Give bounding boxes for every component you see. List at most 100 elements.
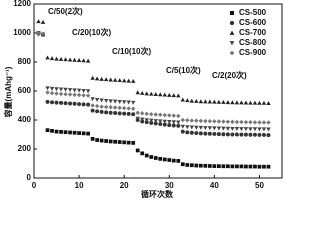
marker (212, 131, 217, 136)
marker (94, 103, 100, 109)
marker (99, 76, 104, 81)
marker (140, 111, 145, 116)
marker (149, 118, 154, 123)
x-tick-label: 20 (120, 181, 129, 190)
legend-marker (229, 10, 235, 16)
marker (45, 99, 50, 104)
x-axis-title: 循环次数 (140, 189, 174, 199)
marker (144, 153, 149, 158)
marker (63, 101, 68, 106)
marker (149, 155, 154, 159)
marker (266, 100, 271, 105)
marker (45, 128, 50, 133)
marker (153, 112, 158, 117)
marker (50, 129, 54, 133)
marker (194, 163, 199, 168)
marker (185, 130, 190, 135)
marker (36, 19, 41, 24)
marker (167, 123, 172, 128)
marker (203, 99, 208, 104)
marker (262, 164, 266, 169)
marker (194, 125, 199, 130)
marker (76, 92, 82, 98)
marker (54, 87, 59, 92)
y-tick-label: 400 (18, 115, 32, 124)
marker (243, 100, 249, 105)
marker (171, 93, 176, 98)
marker (158, 122, 163, 127)
marker (261, 127, 267, 132)
marker (221, 119, 226, 124)
marker (77, 131, 81, 135)
marker (203, 163, 208, 168)
marker (225, 126, 231, 131)
marker (212, 164, 217, 168)
marker (40, 19, 46, 24)
marker (117, 140, 122, 144)
marker (252, 132, 257, 137)
marker (121, 105, 127, 111)
annotation: C/5(10次) (166, 65, 201, 75)
marker (85, 58, 91, 63)
marker (49, 90, 55, 96)
legend-marker (229, 20, 235, 26)
marker (266, 120, 271, 125)
marker (189, 118, 195, 123)
y-tick-label: 600 (18, 86, 32, 95)
marker (81, 131, 86, 136)
marker (45, 55, 50, 60)
marker (90, 75, 95, 80)
marker (104, 110, 109, 115)
marker (153, 121, 158, 126)
marker (58, 87, 64, 92)
marker (248, 127, 253, 132)
marker (95, 138, 99, 142)
legend-label: CS-600 (239, 18, 267, 27)
marker (63, 91, 68, 97)
marker (239, 119, 244, 125)
marker (221, 132, 226, 137)
marker (234, 119, 240, 125)
marker (185, 163, 190, 167)
marker (40, 31, 46, 36)
marker (131, 78, 136, 83)
marker (257, 164, 262, 169)
annotation: C/20(10次) (72, 27, 111, 37)
marker (180, 129, 185, 134)
marker (266, 164, 271, 169)
marker (230, 126, 235, 131)
marker (103, 98, 109, 103)
marker (257, 127, 262, 132)
marker (77, 102, 82, 107)
marker (81, 102, 86, 107)
marker (225, 132, 230, 137)
marker (261, 120, 267, 125)
y-tick-label: 1000 (13, 28, 31, 37)
marker (207, 164, 212, 168)
legend-label: CS-800 (239, 38, 267, 47)
marker (117, 78, 122, 83)
marker (108, 105, 113, 110)
marker (112, 105, 118, 110)
marker (72, 57, 77, 62)
marker (198, 131, 203, 136)
marker (153, 156, 158, 160)
marker (90, 136, 95, 141)
marker (81, 58, 86, 63)
marker (194, 131, 199, 136)
marker (131, 106, 136, 111)
marker (167, 119, 172, 124)
marker (216, 126, 222, 131)
marker (72, 92, 77, 97)
marker (67, 57, 73, 62)
legend-label: CS-500 (239, 8, 267, 17)
marker (221, 126, 226, 131)
marker (131, 100, 136, 105)
marker (230, 100, 235, 105)
marker (225, 100, 231, 105)
marker (149, 112, 154, 117)
x-tick-label: 40 (210, 181, 219, 190)
marker (135, 110, 140, 115)
marker (198, 163, 203, 168)
marker (189, 130, 194, 135)
